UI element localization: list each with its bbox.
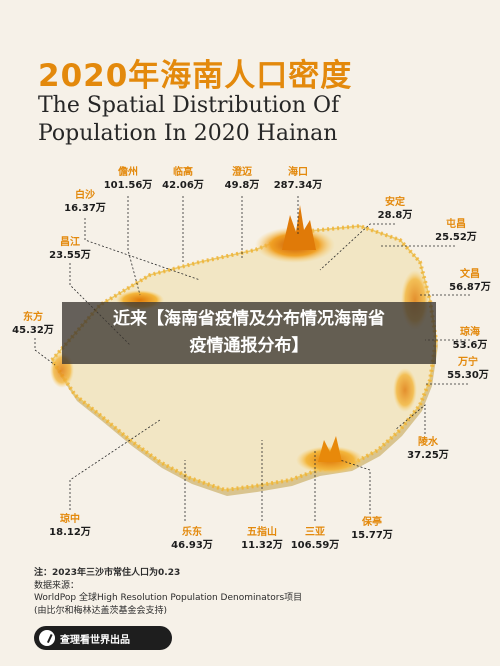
title-english-line2: Population In 2020 Hainan bbox=[38, 121, 338, 146]
city-label-lingao: 临高 42.06万 bbox=[162, 166, 204, 192]
city-name: 五指山 bbox=[246, 527, 277, 538]
city-value: 49.8万 bbox=[224, 180, 260, 191]
city-label-changjiang: 昌江 23.55万 bbox=[49, 236, 91, 262]
city-name: 万宁 bbox=[457, 357, 478, 368]
city-name: 儋州 bbox=[118, 167, 138, 178]
city-value: 56.87万 bbox=[449, 282, 491, 293]
city-name: 陵水 bbox=[417, 437, 438, 448]
city-name: 安定 bbox=[385, 197, 405, 208]
brand-label: 查理看世界出品 bbox=[60, 635, 130, 646]
sanya-peak bbox=[318, 436, 342, 462]
city-label-dongfang: 东方 45.32万 bbox=[12, 311, 54, 337]
city-label-haikou: 海口 287.34万 bbox=[274, 166, 323, 192]
city-name: 乐东 bbox=[181, 527, 202, 538]
city-label-lingshui: 陵水 37.25万 bbox=[407, 436, 449, 462]
title-chinese: 2020年海南人口密度 bbox=[38, 58, 353, 94]
city-label-tunchang: 屯昌 25.52万 bbox=[435, 218, 477, 244]
city-label-qiongzhong: 琼中 18.12万 bbox=[49, 513, 91, 539]
city-label-wenchang: 文昌 56.87万 bbox=[449, 268, 491, 294]
city-label-anding: 安定 28.8万 bbox=[378, 196, 413, 222]
city-name: 保亭 bbox=[361, 517, 382, 528]
city-value: 25.52万 bbox=[435, 232, 477, 243]
city-name: 澄迈 bbox=[232, 167, 252, 178]
city-label-baoting: 保亭 15.77万 bbox=[351, 516, 393, 542]
city-name: 临高 bbox=[172, 167, 193, 178]
city-value: 15.77万 bbox=[351, 530, 393, 541]
city-value: 46.93万 bbox=[171, 540, 213, 551]
city-value: 28.8万 bbox=[377, 210, 413, 221]
city-value: 37.25万 bbox=[407, 450, 449, 461]
city-label-danzhou: 儋州 101.56万 bbox=[104, 166, 153, 192]
city-name: 白沙 bbox=[74, 190, 95, 201]
city-label-wuzhishan: 五指山 11.32万 bbox=[241, 526, 283, 552]
source-line1: WorldPop 全球High Resolution Population De… bbox=[34, 593, 303, 603]
city-value: 45.32万 bbox=[12, 325, 54, 336]
city-value: 11.32万 bbox=[241, 540, 283, 551]
city-value: 106.59万 bbox=[290, 540, 340, 551]
headline-line2: 疫情通报分布】 bbox=[189, 336, 309, 356]
source-line2: (由比尔和梅林达盖茨基金会支持) bbox=[34, 605, 168, 616]
wanning-density bbox=[393, 368, 417, 412]
city-value: 18.12万 bbox=[49, 527, 91, 538]
city-value: 23.55万 bbox=[49, 250, 91, 261]
city-name: 琼中 bbox=[59, 514, 80, 525]
source-notes: 注：2023年三沙市常住人口为0.23 数据来源： WorldPop 全球Hig… bbox=[34, 567, 302, 617]
source-label: 数据来源： bbox=[34, 580, 80, 591]
city-value: 287.34万 bbox=[273, 180, 323, 191]
city-value: 101.56万 bbox=[103, 180, 153, 191]
city-label-sanya: 三亚 106.59万 bbox=[291, 526, 340, 552]
headline-line1: 近来【海南省疫情及分布情况海南省 bbox=[113, 309, 385, 329]
city-label-chengmai: 澄迈 49.8万 bbox=[225, 166, 260, 192]
city-name: 文昌 bbox=[459, 269, 480, 280]
city-name: 屯昌 bbox=[445, 219, 466, 230]
city-label-ledong: 乐东 46.93万 bbox=[171, 526, 213, 552]
city-value: 55.30万 bbox=[447, 370, 489, 381]
title-english-line1: The Spatial Distribution Of bbox=[38, 93, 340, 118]
city-label-qionghai: 琼海 53.6万 bbox=[453, 326, 488, 352]
city-name: 三亚 bbox=[305, 527, 325, 538]
headline-overlay: 近来【海南省疫情及分布情况海南省 疫情通报分布】 bbox=[62, 302, 436, 364]
city-name: 海口 bbox=[288, 167, 308, 178]
city-name: 琼海 bbox=[460, 327, 480, 338]
brand-logo-icon bbox=[39, 630, 55, 646]
city-value: 16.37万 bbox=[64, 203, 106, 214]
city-label-baisha: 白沙 16.37万 bbox=[64, 189, 106, 215]
city-value: 53.6万 bbox=[452, 340, 488, 351]
city-value: 42.06万 bbox=[162, 180, 204, 191]
brand-badge: 查理看世界出品 bbox=[34, 626, 172, 650]
haikou-peak bbox=[282, 205, 316, 250]
city-name: 东方 bbox=[22, 312, 43, 323]
city-name: 昌江 bbox=[59, 237, 80, 248]
note-text: 注：2023年三沙市常住人口为0.23 bbox=[34, 568, 181, 578]
leader-lines bbox=[34, 196, 470, 521]
city-label-wanning: 万宁 55.30万 bbox=[447, 356, 489, 382]
